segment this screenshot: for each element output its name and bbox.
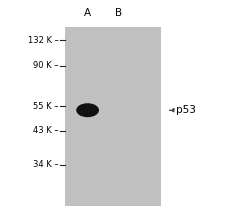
- Text: p53: p53: [176, 105, 196, 115]
- Text: 34 K –: 34 K –: [33, 160, 59, 169]
- Text: 55 K –: 55 K –: [33, 102, 59, 111]
- Text: A: A: [84, 8, 91, 18]
- Text: B: B: [115, 8, 122, 18]
- Text: 132 K –: 132 K –: [28, 36, 59, 45]
- Text: 43 K –: 43 K –: [33, 126, 59, 135]
- Text: 90 K –: 90 K –: [33, 61, 59, 70]
- Bar: [65, 27, 161, 206]
- Ellipse shape: [76, 103, 99, 117]
